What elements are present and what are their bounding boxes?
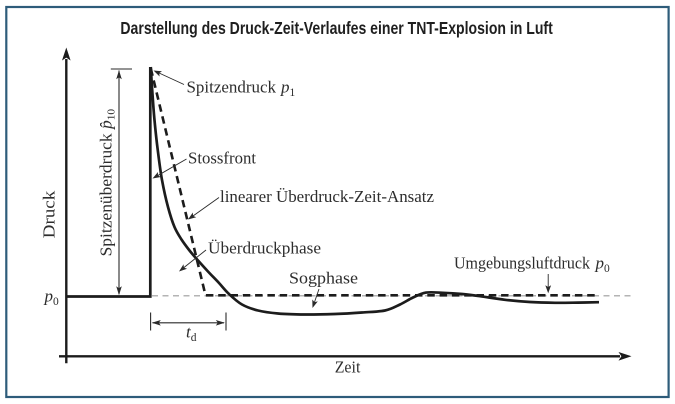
svg-text:Druck: Druck	[40, 190, 59, 238]
svg-text:linearer Überdruck-Zeit-Ansatz: linearer Überdruck-Zeit-Ansatz	[220, 187, 434, 206]
svg-text:Stossfront: Stossfront	[188, 149, 256, 168]
svg-text:Spitzenüberdruck p̂10: Spitzenüberdruck p̂10	[97, 108, 118, 256]
svg-text:Umgebungsluftdruck: Umgebungsluftdruck	[454, 254, 590, 273]
svg-text:Zeit: Zeit	[335, 358, 361, 377]
svg-text:Darstellung des Druck-Zeit-Ver: Darstellung des Druck-Zeit-Verlaufes ein…	[120, 18, 553, 38]
svg-text:Überdruckphase: Überdruckphase	[208, 239, 321, 258]
svg-text:Sogphase: Sogphase	[289, 269, 358, 288]
svg-text:Spitzendruck: Spitzendruck	[187, 78, 277, 97]
svg-text:td: td	[186, 323, 197, 345]
